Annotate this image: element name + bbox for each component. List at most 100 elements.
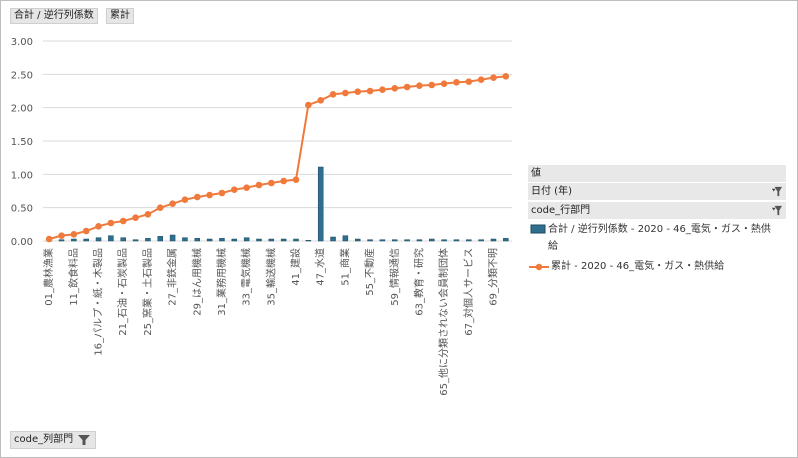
filter-icon[interactable]: [77, 434, 91, 446]
legend-line-label: 累計 - 2020 - 46_電気・ガス・熱供給: [551, 261, 725, 272]
line-point: [428, 81, 436, 89]
x-tick-label: 67_対個人サービス: [462, 248, 475, 336]
bar: [330, 236, 336, 242]
bar: [206, 238, 213, 242]
line-point: [354, 88, 362, 95]
x-tick-label: 63_教育・研究: [412, 248, 425, 316]
bar: [441, 239, 447, 242]
y-tick-label: 2.00: [11, 104, 33, 115]
line-point: [391, 85, 399, 92]
legend-line-swatch: [529, 263, 549, 271]
y-tick-label: 0.00: [11, 237, 33, 248]
value-field-button[interactable]: 合計 / 逆行列係数: [10, 8, 98, 24]
cumulative-field-button[interactable]: 累計: [106, 8, 134, 24]
bar: [478, 239, 484, 242]
bar: [243, 237, 250, 242]
line-point: [490, 74, 497, 81]
line-point: [268, 179, 275, 187]
line-point: [255, 181, 263, 189]
filter-icon[interactable]: [771, 186, 782, 197]
x-tick-label: 69_分類不明: [487, 248, 499, 306]
date-field-button[interactable]: 日付 (年): [528, 183, 786, 200]
bar: [108, 235, 114, 242]
x-tick-label: 11_飲食料品: [67, 248, 80, 306]
line-point: [280, 177, 287, 185]
line-point: [119, 217, 127, 225]
x-tick-label: 65_他に分類されない会員制団体: [437, 248, 450, 396]
y-tick-label: 1.50: [11, 137, 33, 148]
line-point: [342, 89, 349, 97]
x-tick-label: 21_石油・石炭製品: [116, 248, 129, 336]
x-tick-label: 41_建設: [289, 248, 302, 286]
bar: [194, 238, 201, 242]
x-tick-label: 35_輸送機械: [264, 248, 277, 306]
legend-bar-swatch: [530, 224, 546, 234]
line-point: [502, 73, 510, 80]
y-tick-label: 1.00: [11, 170, 33, 181]
dropdown-arrow-icon: [771, 188, 776, 192]
x-tick-label: 33_電気機械: [240, 248, 253, 306]
bar: [392, 239, 398, 242]
line-point: [169, 200, 176, 207]
row-field-label: code_行部門: [531, 205, 591, 216]
line-point: [95, 223, 102, 230]
x-tick-label: 27_非鉄金属: [166, 248, 179, 306]
line-point: [132, 214, 139, 221]
x-tick-label: 47_水道: [314, 248, 327, 286]
line-point: [181, 196, 189, 203]
bar: [466, 239, 472, 242]
line-point: [156, 204, 164, 211]
line-point: [440, 80, 448, 87]
x-tick-label: 29_はん用機械: [190, 248, 203, 316]
bar: [95, 237, 102, 242]
column-field-label: code_列部門: [14, 434, 74, 445]
bar: [132, 239, 139, 242]
bar: [379, 239, 386, 242]
line-point: [70, 231, 78, 238]
bar: [256, 238, 262, 242]
bar: [354, 238, 361, 242]
cumulative-line: [48, 75, 506, 240]
bar: [83, 238, 89, 242]
line-point: [477, 76, 485, 83]
line-point: [58, 232, 65, 239]
line-point: [329, 91, 337, 98]
y-tick-label: 0.50: [11, 204, 33, 215]
x-tick-label: 25_窯業・土石製品: [141, 248, 154, 336]
bar: [293, 238, 299, 242]
x-tick-label: 59_情報通信: [388, 248, 401, 306]
line-point: [107, 219, 115, 227]
date-field-label: 日付 (年): [531, 186, 572, 197]
bar: [342, 235, 349, 242]
bar: [71, 238, 77, 242]
line-point: [292, 176, 300, 183]
bar: [268, 238, 275, 242]
x-tick-label: 55_不動産: [363, 248, 376, 296]
dropdown-arrow-icon: [771, 207, 776, 211]
bar: [404, 239, 410, 242]
line-point: [193, 193, 201, 201]
line-point: [243, 184, 250, 191]
bar: [145, 238, 151, 242]
x-tick-label: 51_商業: [338, 248, 351, 286]
legend-bar-label: 合計 / 逆行列係数 - 2020 - 46_電気・ガス・熱供給: [548, 224, 771, 252]
line-point: [379, 86, 386, 93]
bar: [120, 237, 126, 242]
y-tick-label: 2.50: [11, 70, 33, 81]
line-point: [218, 189, 226, 197]
line-point: [305, 101, 312, 109]
line-point: [45, 235, 53, 243]
bar: [317, 166, 324, 242]
bar: [182, 237, 188, 242]
bar: [169, 234, 176, 242]
line-point: [82, 227, 90, 235]
line-point: [366, 87, 374, 95]
row-field-button[interactable]: code_行部門: [528, 202, 786, 219]
column-field-button[interactable]: code_列部門: [10, 431, 97, 449]
bar: [157, 236, 163, 242]
filter-icon[interactable]: [771, 205, 782, 216]
line-point: [416, 82, 423, 89]
bar: [367, 239, 373, 242]
bar: [503, 238, 509, 242]
line-point: [403, 83, 411, 91]
